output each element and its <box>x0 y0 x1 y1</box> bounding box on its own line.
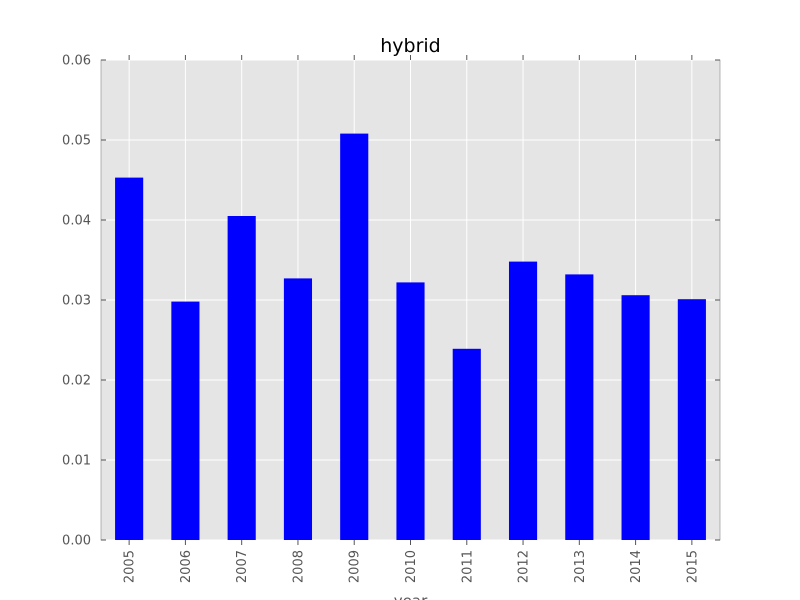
bar-2009 <box>340 133 369 540</box>
x-tick-label: 2011 <box>460 550 475 583</box>
bar-2011 <box>452 348 481 540</box>
x-tick-label: 2015 <box>685 550 700 583</box>
y-tick-label: 0.05 <box>62 134 91 149</box>
bar-2015 <box>677 299 706 540</box>
bars <box>115 133 706 540</box>
x-tick-label: 2008 <box>291 550 306 583</box>
x-tick-labels: 2005 2006 2007 2008 2009 2010 2011 2012 2013 2014… <box>123 550 701 583</box>
bar-2007 <box>227 216 256 540</box>
y-tick-labels: 0.00 0.01 0.02 0.03 0.04 0.05 0.06 <box>62 54 91 549</box>
x-tick-label: 2006 <box>179 550 194 583</box>
y-tick-label: 0.06 <box>62 54 91 69</box>
x-axis-label: year <box>394 592 428 600</box>
x-tick-label: 2005 <box>123 550 138 583</box>
y-tick-label: 0.03 <box>62 294 91 309</box>
x-tick-label: 2013 <box>573 550 588 583</box>
bar-2005 <box>115 177 144 540</box>
bar-2013 <box>565 274 594 540</box>
y-tick-label: 0.04 <box>62 214 91 229</box>
y-tick-label: 0.00 <box>62 534 91 549</box>
x-tick-label: 2010 <box>404 550 419 583</box>
x-tick-label: 2007 <box>235 550 250 583</box>
chart-title: hybrid <box>380 35 441 57</box>
bar-2006 <box>171 301 200 540</box>
y-tick-label: 0.02 <box>62 374 91 389</box>
bar-2008 <box>283 278 313 540</box>
axis-ticks <box>101 55 720 545</box>
y-tick-label: 0.01 <box>62 454 91 469</box>
x-tick-label: 2014 <box>629 550 644 583</box>
bar-2014 <box>621 295 650 540</box>
x-tick-label: 2012 <box>517 550 532 583</box>
x-tick-label: 2009 <box>348 550 363 583</box>
bar-2012 <box>508 261 538 540</box>
bar-2010 <box>396 282 425 540</box>
